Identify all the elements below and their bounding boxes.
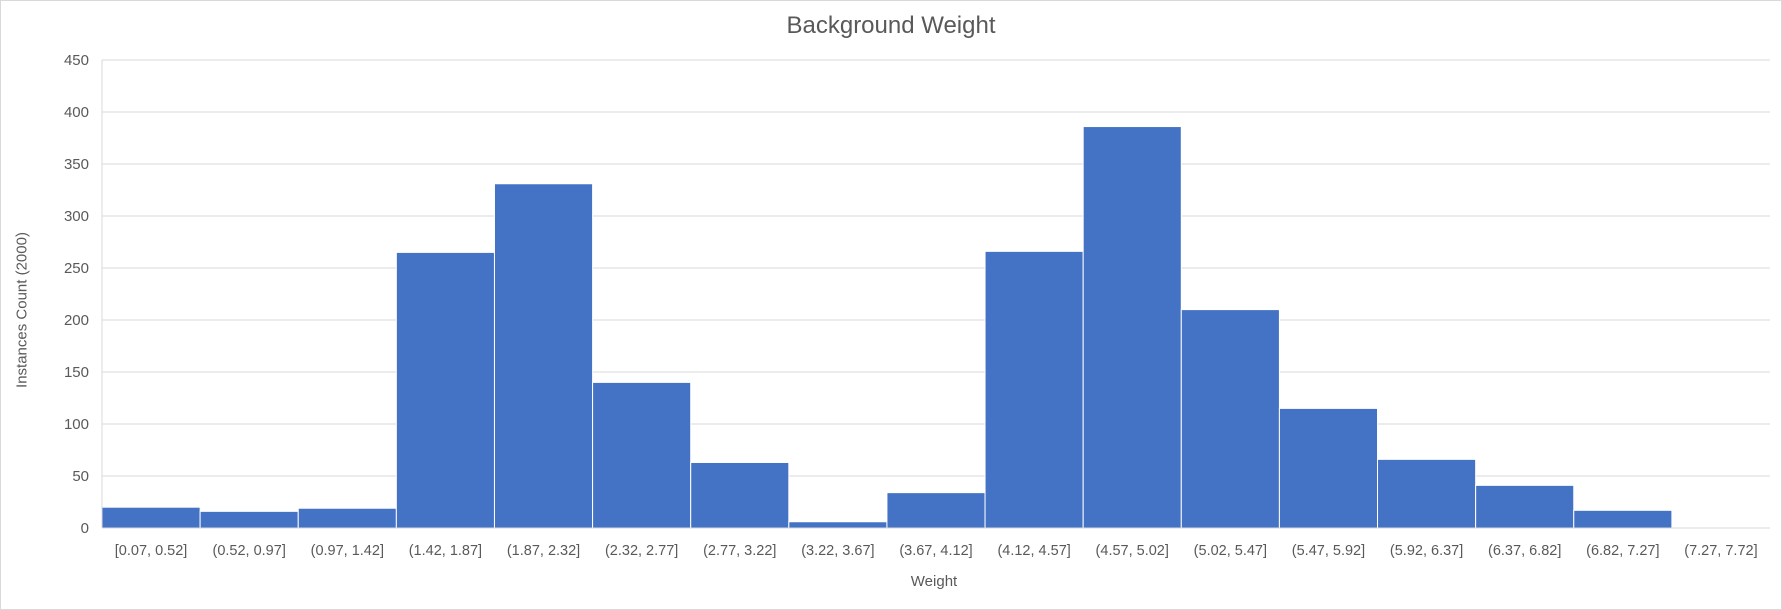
x-tick-label: (6.37, 6.82] [1488, 543, 1561, 559]
histogram-bar [1475, 484, 1575, 529]
x-tick-label: (5.92, 6.37] [1390, 543, 1463, 559]
histogram-bar [493, 183, 594, 529]
histogram-bar [1278, 407, 1379, 529]
y-tick-label: 200 [64, 312, 89, 329]
y-tick-label: 300 [64, 208, 89, 225]
x-tick-label: (2.77, 3.22] [703, 543, 776, 559]
x-tick-label: (5.47, 5.92] [1292, 543, 1365, 559]
x-tick-label: (4.12, 4.57] [997, 543, 1070, 559]
x-tick-label: (0.52, 0.97] [212, 543, 285, 559]
y-tick-label: 400 [64, 104, 89, 121]
histogram-bar [101, 506, 201, 529]
histogram-bar [886, 492, 986, 529]
bars [101, 126, 1673, 529]
y-tick-label: 50 [72, 468, 89, 485]
histogram-bar [395, 251, 495, 529]
histogram-bar [297, 507, 397, 529]
x-tick-label: (1.42, 1.87] [409, 543, 482, 559]
y-tick-label: 450 [64, 52, 89, 69]
y-tick-labels: 0 50 100 150 200 250 300 350 400 450 [64, 52, 89, 537]
histogram-bar [592, 381, 692, 529]
x-tick-label: [0.07, 0.52] [115, 543, 188, 559]
x-tick-label: (6.82, 7.27] [1586, 543, 1659, 559]
y-tick-label: 350 [64, 156, 89, 173]
histogram-bar [690, 461, 790, 529]
x-tick-labels: [0.07, 0.52] (0.52, 0.97] (0.97, 1.42] (1.4… [115, 543, 1758, 559]
x-tick-label: (5.02, 5.47] [1194, 543, 1267, 559]
x-tick-label: (0.97, 1.42] [311, 543, 384, 559]
gridlines [102, 59, 1770, 477]
x-tick-label: (4.57, 5.02] [1096, 543, 1169, 559]
histogram-bar [1573, 509, 1673, 529]
x-tick-label: (3.67, 4.12] [899, 543, 972, 559]
y-tick-label: 100 [64, 416, 89, 433]
y-tick-label: 0 [81, 520, 89, 537]
histogram-bar [1082, 126, 1182, 529]
x-tick-label: (1.87, 2.32] [507, 543, 580, 559]
histogram-bar [199, 510, 299, 529]
x-tick-label: (2.32, 2.77] [605, 543, 678, 559]
histogram-bar [1180, 309, 1280, 529]
x-tick-label: (3.22, 3.67] [801, 543, 874, 559]
x-tick-label: (7.27, 7.72] [1684, 543, 1757, 559]
axes [101, 60, 1770, 529]
histogram-bar [984, 250, 1084, 529]
histogram-bar [1377, 458, 1477, 529]
y-tick-label: 250 [64, 260, 89, 277]
y-tick-label: 150 [64, 364, 89, 381]
chart-title: Background Weight [786, 12, 996, 39]
x-axis-label: Weight [910, 573, 958, 590]
histogram-bar [788, 521, 888, 529]
